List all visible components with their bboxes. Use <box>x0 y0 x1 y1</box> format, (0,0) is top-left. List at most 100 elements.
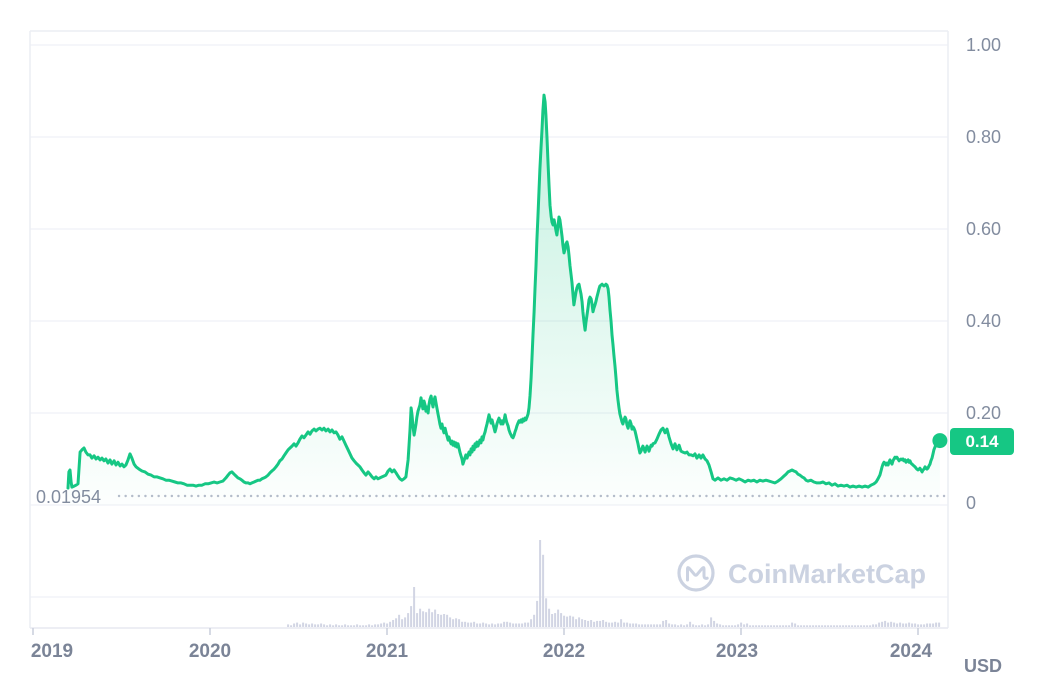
volume-bar <box>908 622 911 627</box>
volume-bar <box>575 619 578 627</box>
volume-bar <box>692 624 695 627</box>
volume-bar <box>401 619 404 627</box>
volume-bar <box>761 625 764 627</box>
volume-bar <box>821 625 824 627</box>
volume-bar <box>686 624 689 627</box>
volume-bar <box>668 623 671 627</box>
volume-bar <box>359 625 362 627</box>
volume-bar <box>626 622 629 627</box>
volume-bar <box>437 614 440 628</box>
volume-bar <box>608 622 611 627</box>
y-tick-label: 0.20 <box>966 403 1002 423</box>
volume-bar <box>662 620 665 627</box>
volume-bar <box>599 620 602 627</box>
volume-bar <box>578 617 581 627</box>
x-tick-label-2024: 2024 <box>889 641 933 662</box>
volume-bar <box>542 554 545 627</box>
volume-bar <box>530 619 533 627</box>
volume-bar <box>629 623 632 627</box>
volume-bar <box>794 623 797 627</box>
volume-bar <box>695 625 698 627</box>
volume-bar <box>560 613 563 627</box>
volume-bar <box>413 587 416 627</box>
volume-bar <box>701 624 704 627</box>
volume-bar <box>368 624 371 627</box>
volume-bar <box>506 621 509 627</box>
volume-bar <box>365 625 368 627</box>
volume-bar <box>665 620 668 627</box>
volume-bar <box>788 625 791 627</box>
volume-bar <box>335 624 338 627</box>
volume-bar <box>479 623 482 627</box>
volume-bar <box>548 608 551 627</box>
volume-bar <box>299 624 302 627</box>
volume-bar <box>572 616 575 627</box>
volume-bar <box>395 618 398 627</box>
volume-bar <box>842 625 845 627</box>
volume-bar <box>503 621 506 627</box>
volume-bar <box>656 624 659 627</box>
volume-bar <box>809 625 812 627</box>
volume-bar <box>875 624 878 627</box>
volume-bar <box>923 624 926 627</box>
volume-bar <box>431 612 434 627</box>
volume-bar <box>290 625 293 627</box>
watermark-label: CoinMarketCap <box>728 559 927 589</box>
volume-bar <box>911 623 914 627</box>
x-tick-label-2020: 2020 <box>188 641 232 662</box>
volume-bar <box>371 625 374 627</box>
volume-bar <box>764 625 767 627</box>
volume-bar <box>914 623 917 627</box>
volume-bar <box>851 625 854 627</box>
volume-bar <box>566 616 569 627</box>
volume-bar <box>866 625 869 627</box>
volume-bar <box>590 620 593 627</box>
volume-bar <box>458 619 461 627</box>
volume-bar <box>854 625 857 627</box>
x-tick-label-2021: 2021 <box>365 641 409 662</box>
volume-bar <box>746 623 749 627</box>
volume-bar <box>410 606 413 627</box>
volume-bar <box>317 624 320 627</box>
volume-bar <box>659 624 662 627</box>
volume-bar <box>707 624 710 627</box>
volume-bar <box>647 624 650 627</box>
volume-bar <box>728 625 731 627</box>
volume-bar <box>857 625 860 627</box>
volume-bar <box>641 624 644 627</box>
volume-bar <box>611 622 614 627</box>
volume-bar <box>860 625 863 627</box>
volume-bar <box>494 624 497 627</box>
volume-bar <box>872 624 875 627</box>
volume-bar <box>905 623 908 627</box>
volume-bar <box>485 623 488 627</box>
price-series <box>66 93 948 505</box>
volume-bar <box>644 624 647 627</box>
volume-bar <box>929 623 932 627</box>
volume-bar <box>719 624 722 627</box>
volume-bar <box>896 623 899 627</box>
volume-bar <box>473 621 476 627</box>
volume-bar <box>287 624 290 627</box>
volume-bar <box>377 624 380 627</box>
volume-bar <box>632 623 635 627</box>
volume-bar <box>326 625 329 627</box>
volume-bar <box>323 624 326 627</box>
volume-bar <box>740 622 743 627</box>
volume-bar <box>353 625 356 627</box>
volume-bar <box>758 625 761 627</box>
x-tick-label-2022: 2022 <box>542 641 586 662</box>
volume-bar <box>362 625 365 627</box>
gridlines <box>30 44 948 598</box>
volume-bar <box>926 623 929 627</box>
year-ticks <box>32 628 919 635</box>
volume-bar <box>806 625 809 627</box>
volume-bar <box>434 609 437 627</box>
volume-bar <box>620 619 623 627</box>
volume-bar <box>455 618 458 627</box>
volume-bar <box>509 622 512 627</box>
volume-bar <box>917 624 920 627</box>
volume-bar <box>386 623 389 627</box>
